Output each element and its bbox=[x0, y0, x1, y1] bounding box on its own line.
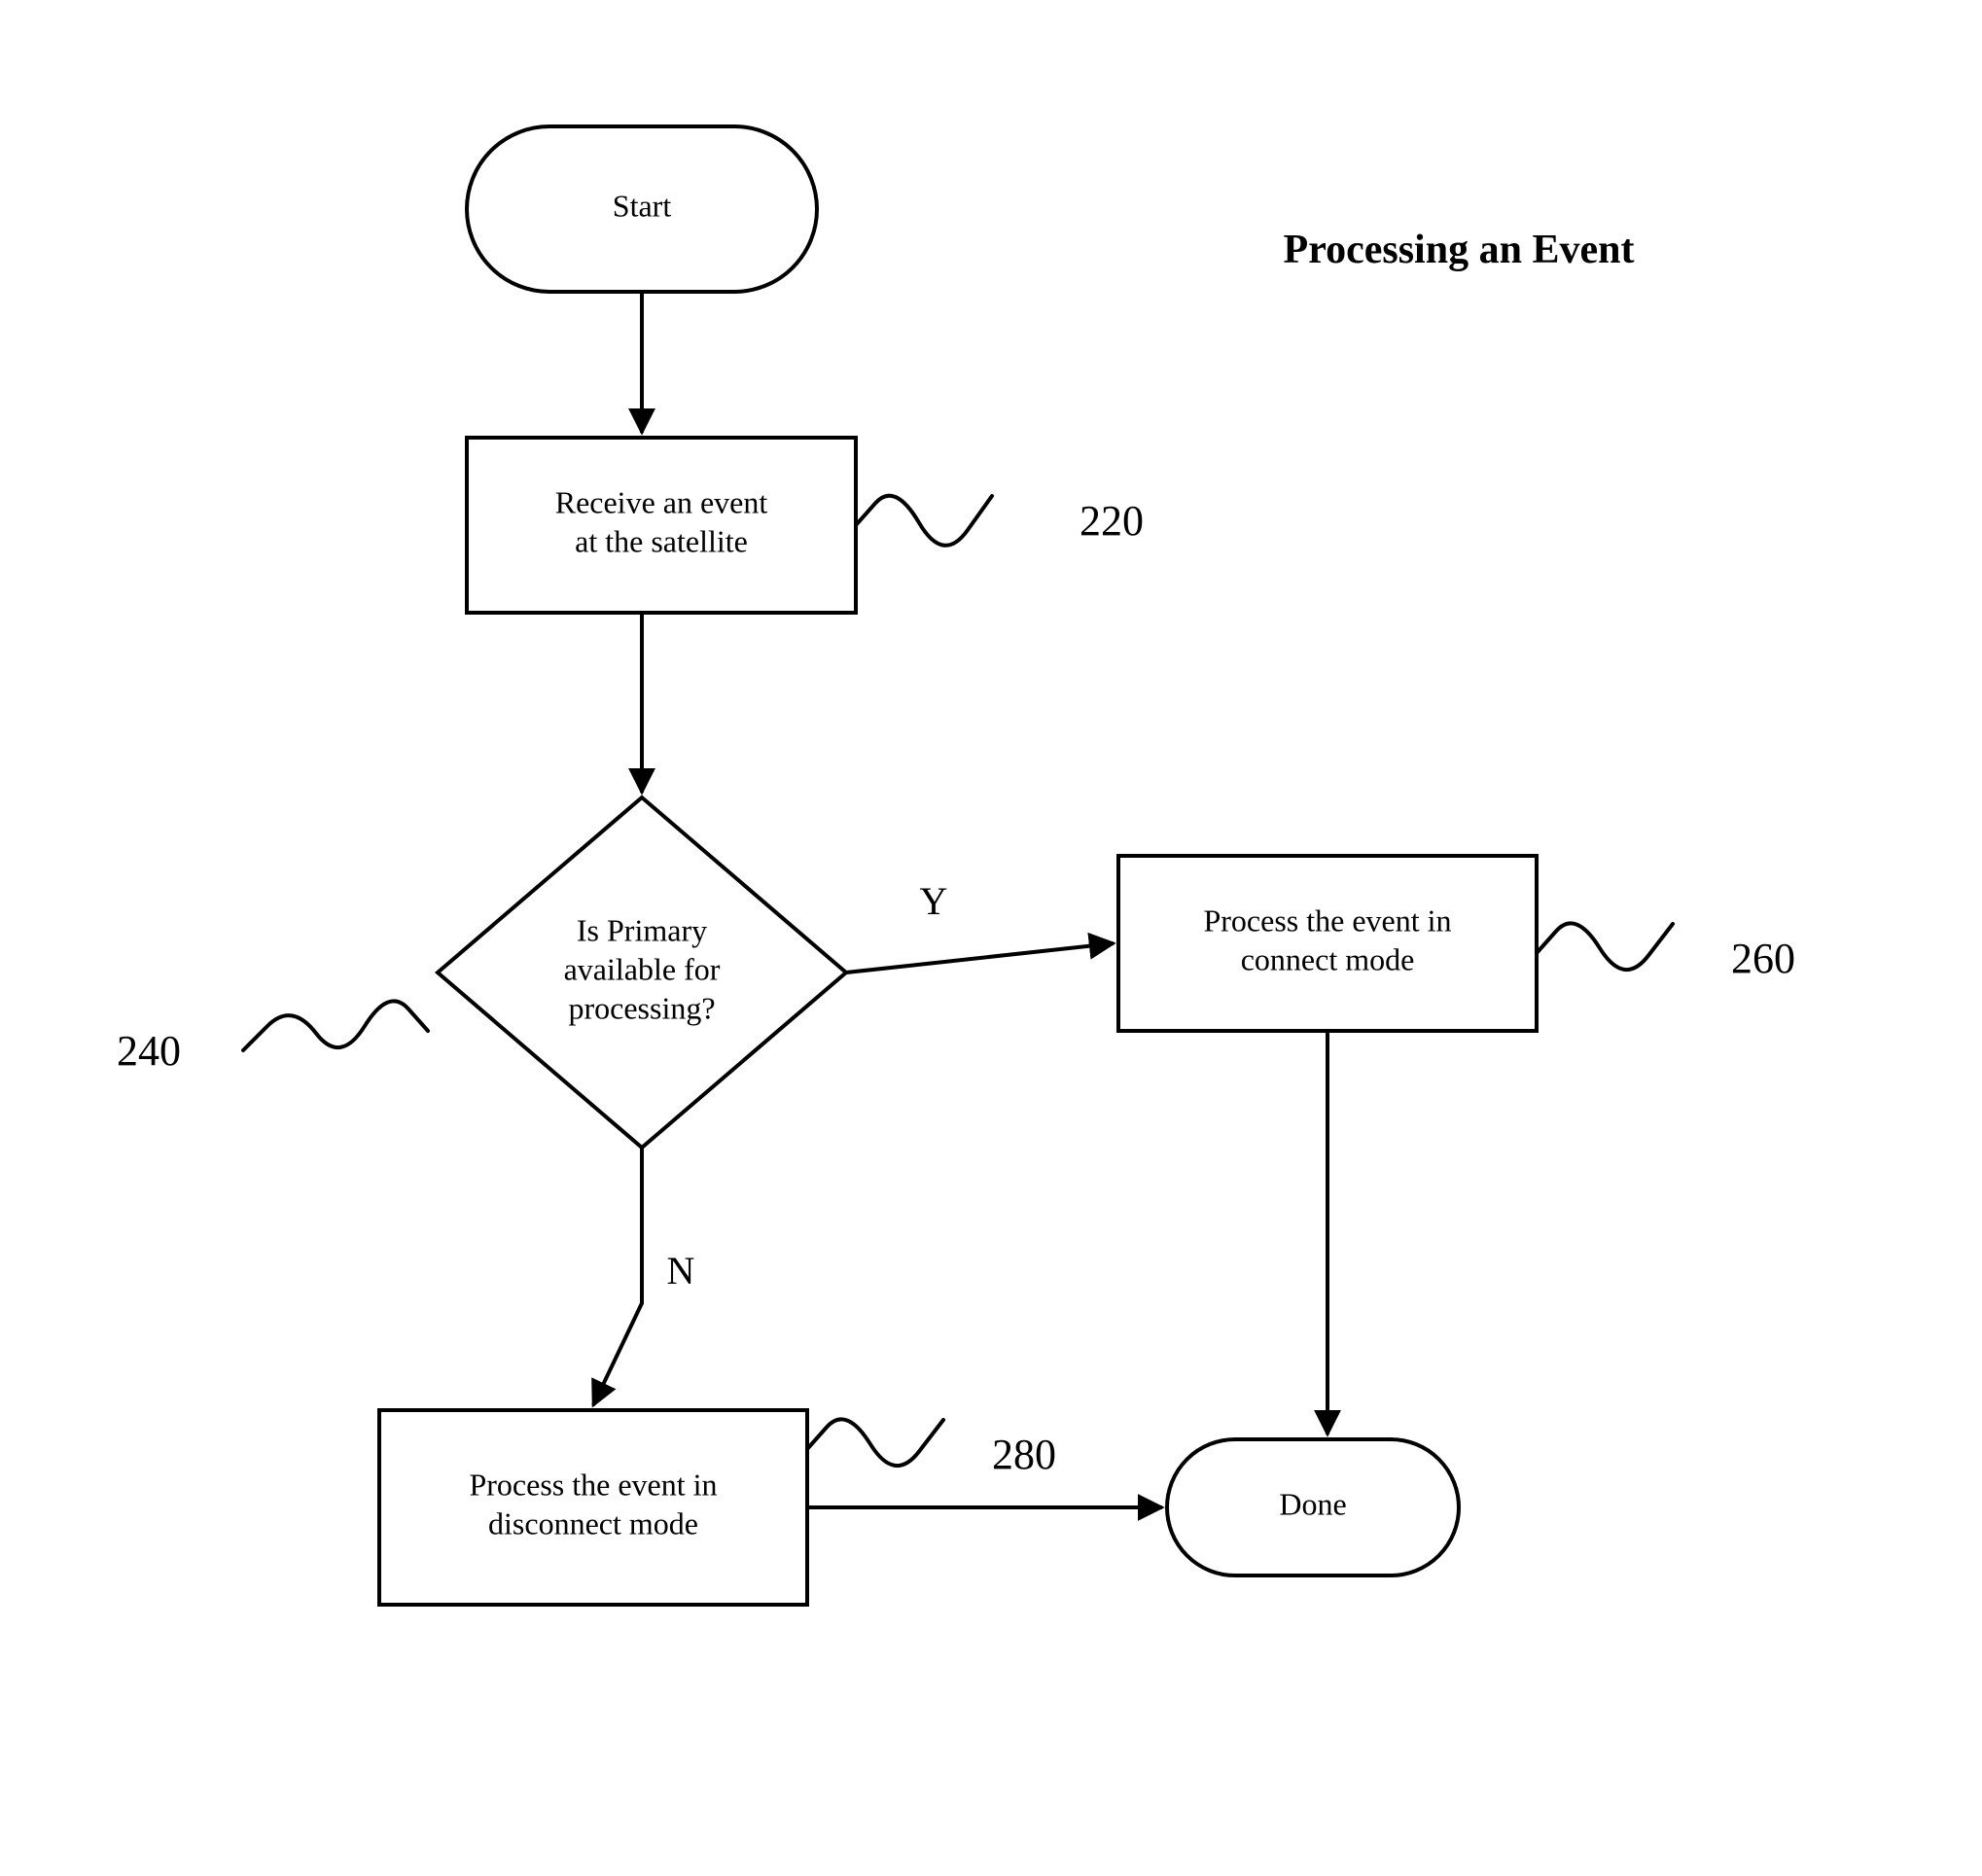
node-disconnect-label-1: disconnect mode bbox=[488, 1505, 698, 1540]
edge-label-2: Y bbox=[920, 879, 948, 923]
node-decision-label-1: available for bbox=[564, 951, 721, 986]
callout-number-0: 220 bbox=[1079, 497, 1144, 545]
node-disconnect-label-0: Process the event in bbox=[469, 1467, 717, 1502]
edge-label-3: N bbox=[667, 1249, 695, 1292]
node-decision-label-2: processing? bbox=[568, 990, 715, 1025]
node-start-label-0: Start bbox=[613, 188, 672, 223]
flowchart-canvas: Processing an Event Start Receive an event… bbox=[0, 0, 1982, 1876]
canvas-bg bbox=[0, 0, 1982, 1876]
callout-number-1: 240 bbox=[117, 1027, 181, 1075]
node-done-label-0: Done bbox=[1279, 1486, 1346, 1521]
node-receive-label-0: Receive an event bbox=[555, 484, 768, 519]
node-receive-label-1: at the satellite bbox=[575, 523, 748, 558]
diagram-title: Processing an Event bbox=[1284, 228, 1635, 272]
node-decision-label-0: Is Primary bbox=[577, 912, 707, 947]
node-connect-label-1: connect mode bbox=[1241, 941, 1415, 976]
callout-number-2: 260 bbox=[1731, 935, 1795, 982]
callout-number-3: 280 bbox=[992, 1431, 1056, 1478]
node-connect-label-0: Process the event in bbox=[1203, 903, 1451, 938]
